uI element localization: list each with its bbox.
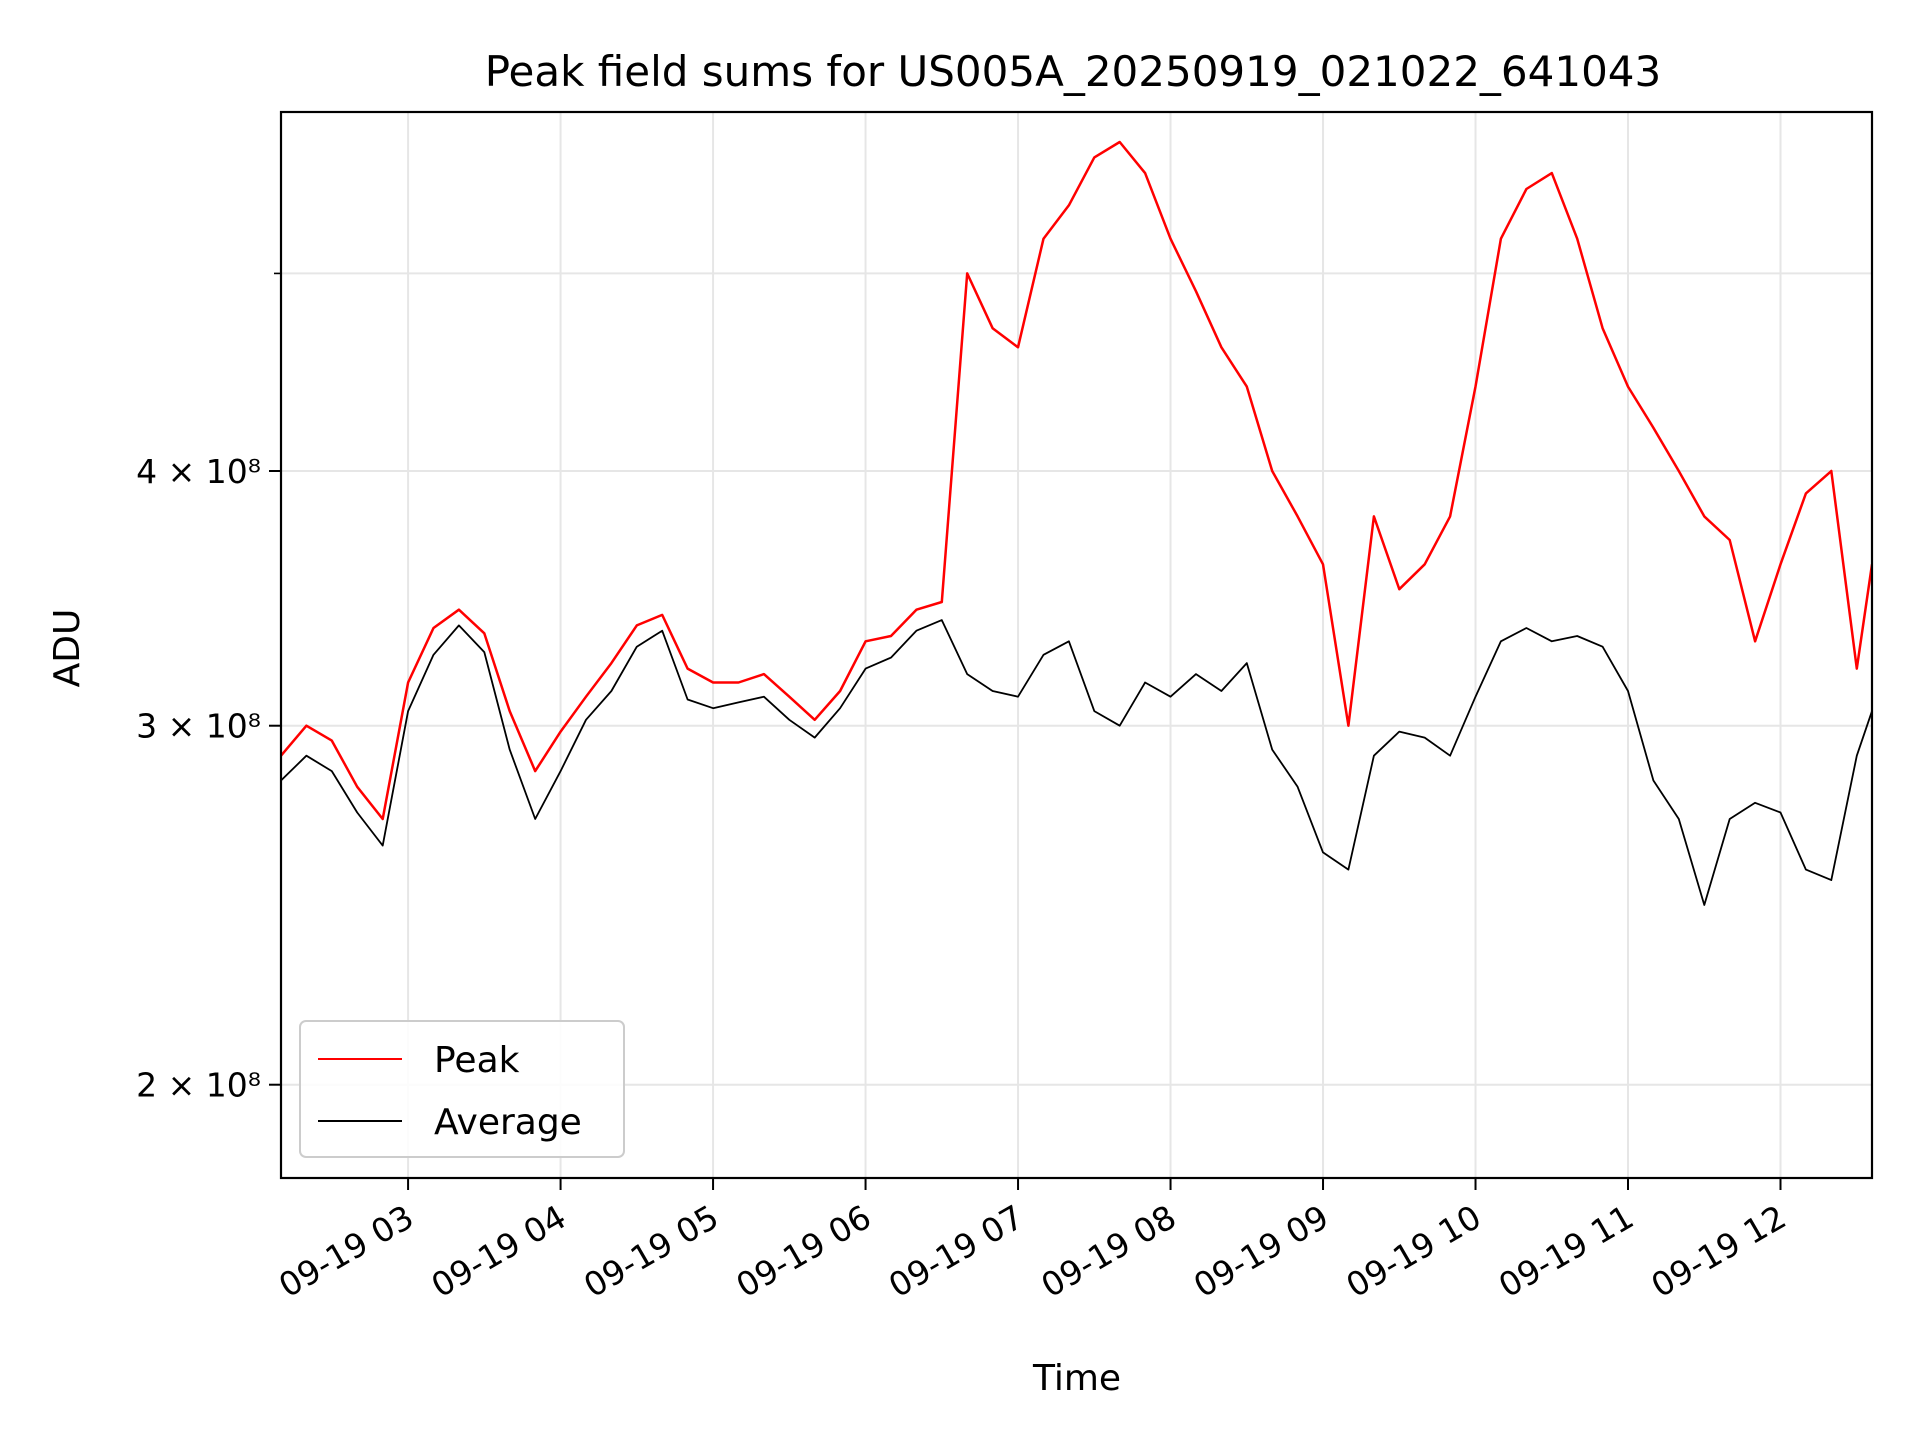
plot-frame (279, 110, 1874, 1180)
series-lines (281, 140, 1872, 906)
legend-label-peak: Peak (434, 1040, 520, 1081)
legend: Peak Average (299, 1020, 625, 1158)
y-tick-label: 3 × 10⁸ (136, 707, 261, 746)
legend-box (299, 1020, 625, 1158)
y-tick-label: 4 × 10⁸ (136, 452, 261, 491)
chart-title: Peak field sums for US005A_20250919_0210… (485, 47, 1662, 96)
series-line-average (281, 619, 1872, 906)
grid-lines (281, 112, 1872, 1178)
series-line-peak (281, 140, 1872, 821)
x-axis-label: Time (1032, 1358, 1121, 1399)
y-tick-label: 2 × 10⁸ (136, 1066, 261, 1105)
legend-label-average: Average (434, 1102, 582, 1143)
y-axis-label: ADU (47, 609, 88, 688)
